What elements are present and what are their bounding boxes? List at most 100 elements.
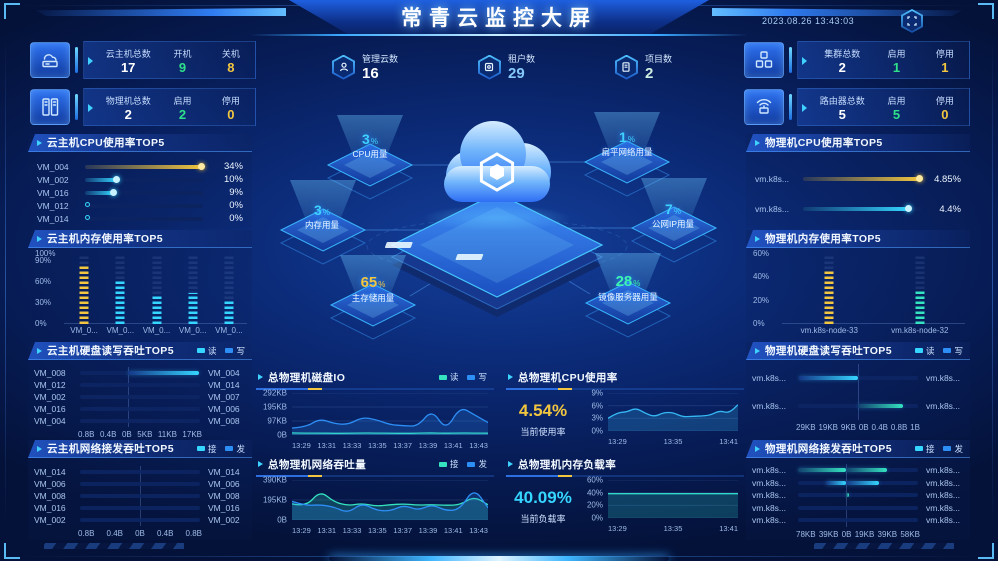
vbar-track [224, 254, 234, 324]
bar-label: vm.k8s... [752, 373, 787, 383]
panel-title: 物理机内存使用率TOP5 [746, 230, 970, 248]
cluster-stat-card: 集群总数 2 启用 1 停用 1 [744, 41, 970, 79]
x-axis: 0.8B 0.4B 0B 5KB 11KB 17KB [78, 430, 202, 439]
current-load-block: 40.09% 当前负载率 [506, 480, 580, 533]
tenant-stat: 租户数 29 [477, 52, 535, 82]
legend-item[interactable]: 读 [914, 345, 934, 357]
bar-track [798, 518, 918, 523]
bar-label: vm.k8s... [926, 502, 961, 513]
triangle-icon [37, 235, 42, 242]
axis-tick-label: 0.8B [185, 529, 202, 538]
datetime: 2023.08.26 13:43:03 [762, 16, 855, 26]
tornado-chart: vm.k8s... vm.k8s... vm.k8s... vm.k8s... vm.k… [746, 464, 970, 527]
axis-tick-label: 13:41 [443, 526, 463, 535]
axis-tick-label: 39KB [818, 529, 839, 539]
fullscreen-button[interactable] [901, 9, 923, 33]
bar-value: 34% [223, 161, 243, 172]
bar-endpoint [916, 175, 923, 182]
legend-item[interactable]: 读 [196, 345, 216, 357]
chart-plot: 9% 6% 3% 0% 13:29 13:35 13:41 [580, 389, 739, 446]
bar-track [80, 383, 200, 387]
triangle-icon [37, 347, 42, 354]
tornado-plot [78, 466, 202, 526]
legend-item[interactable]: 接 [914, 443, 934, 455]
axis-tick-label: 13:37 [393, 441, 413, 450]
vbar-plot: vm.k8s-node-33 vm.k8s-node-32 [784, 254, 965, 335]
bar-fill [845, 468, 887, 473]
bar-label: vm.k8s... [752, 490, 787, 501]
right-labels: vm.k8s... vm.k8s... [920, 364, 964, 420]
triangle-icon [508, 374, 513, 380]
axis-tick-label: 1B [910, 423, 920, 432]
bar-label: VM_016 [34, 404, 66, 414]
bar-label: vm.k8s... [755, 174, 790, 184]
bar-row: VM_014 0% [28, 212, 252, 225]
axis-tick-label: 13:35 [367, 526, 387, 535]
axis-tick-label: 60% [753, 249, 770, 258]
axis-tick-label: 0.4B [106, 529, 124, 538]
bar-zero-marker [85, 202, 90, 207]
x-axis: 78KB 39KB 0B 19KB 39KB 58KB [796, 530, 920, 539]
stat-value: 5 [838, 106, 846, 122]
legend-item[interactable]: 接 [438, 458, 458, 470]
stat-panel: 云主机总数 17 开机 9 关机 8 [83, 41, 256, 79]
axis-tick-label: 6% [591, 401, 603, 411]
current-usage-label: 当前使用率 [520, 427, 566, 437]
left-labels: VM_008 VM_012 VM_002 VM_016 VM_004 [34, 367, 78, 427]
y-axis: 9% 6% 3% 0% [580, 389, 608, 436]
legend-item[interactable]: 发 [467, 458, 487, 470]
chart-plot: 390KB 195KB 0B 13:29 13:31 13:33 13:35 13:37 13:… [256, 476, 494, 535]
axis-tick-label: 195KB [262, 495, 287, 505]
legend-item[interactable]: 写 [225, 345, 245, 357]
legend: 读 写 [438, 371, 487, 383]
vbar-fill [915, 291, 925, 324]
axis-tick-label: 390KB [262, 475, 287, 485]
vbar-fill [152, 296, 161, 324]
bar-track [80, 470, 200, 474]
axis-tick-label: 13:35 [367, 441, 387, 450]
triangle-icon [258, 374, 263, 380]
vbar-fill [115, 278, 125, 324]
chart-title: 总物理机网络吞吐量 接 发 [256, 455, 494, 473]
bar-track [798, 493, 918, 498]
vbar-slot: VM_0... [143, 254, 170, 335]
axis-tick-label: 97KB [267, 416, 287, 426]
stat-panel: 路由器总数 5 启用 5 停用 0 [797, 88, 970, 126]
bar-fill [85, 190, 115, 195]
bar-label: VM_014 [208, 467, 240, 477]
stat-value: 17 [120, 59, 136, 75]
axis-tick-label: 0B [121, 430, 132, 439]
panel-title: 物理机网络接发吞吐TOP5 接 发 [746, 440, 970, 458]
panel-title: 物理机硬盘读写吞吐TOP5 读 写 [746, 342, 970, 360]
bar-label: vm.k8s... [926, 515, 961, 526]
stat-label: 启用 [887, 95, 906, 106]
bar-value: 0% [229, 200, 243, 211]
bar-track [80, 494, 200, 498]
axis-tick-label: 60% [35, 277, 52, 286]
triangle-icon [755, 445, 760, 452]
bar-label: vm.k8s... [752, 465, 787, 476]
legend-item[interactable]: 发 [225, 443, 245, 455]
frame-corner [4, 543, 20, 559]
net-throughput-chart: 总物理机网络吞吐量 接 发 390KB 195KB 0B 13:29 13:31 13:3… [256, 455, 494, 539]
axis-tick-label: 0% [35, 319, 47, 328]
bar-track [80, 419, 200, 423]
legend-item[interactable]: 接 [196, 443, 216, 455]
axis-tick-label: 5KB [137, 430, 153, 439]
legend-item[interactable]: 发 [943, 443, 963, 455]
stat-label: 开机 [173, 48, 192, 59]
bar-endpoint [905, 205, 913, 212]
axis-tick-label: 0% [591, 426, 603, 436]
header-wing-right [712, 8, 962, 16]
axis-tick-label: 0.4B [871, 423, 888, 432]
stat-value: 16 [362, 65, 379, 82]
bar-label: vm.k8s... [755, 204, 790, 214]
bar-fill [85, 164, 203, 169]
legend-item[interactable]: 读 [438, 371, 458, 383]
legend-item[interactable]: 写 [467, 371, 487, 383]
bar-fill [803, 177, 921, 181]
vbar-label: vm.k8s-node-32 [891, 326, 949, 335]
legend: 接 发 [914, 443, 963, 455]
header-underline [250, 34, 748, 36]
legend-item[interactable]: 写 [943, 345, 963, 357]
